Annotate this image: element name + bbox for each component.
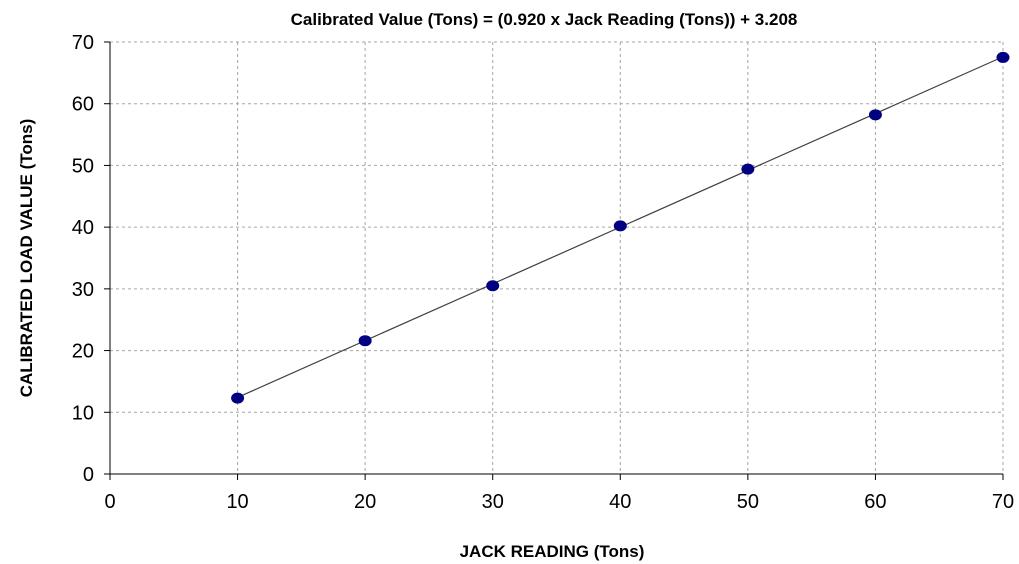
y-tick-label: 50	[72, 155, 94, 177]
data-point	[613, 220, 627, 232]
y-tick-label: 40	[72, 217, 94, 239]
x-tick-label: 50	[737, 491, 759, 513]
y-tick-label: 10	[72, 402, 94, 424]
gridlines	[110, 41, 1004, 474]
x-tick-label: 40	[609, 491, 631, 513]
chart-title: Calibrated Value (Tons) = (0.920 x Jack …	[291, 10, 798, 29]
data-point	[868, 109, 882, 121]
y-axis-label: CALIBRATED LOAD VALUE (Tons)	[17, 119, 36, 398]
x-tick-label: 30	[482, 491, 504, 513]
x-tick-labels: 0 10 20 30 40 50 60 70	[104, 491, 1014, 513]
data-point	[231, 392, 245, 404]
y-tick-label: 0	[83, 464, 94, 486]
data-point	[996, 51, 1010, 63]
x-tick-label: 20	[354, 491, 376, 513]
axes	[104, 41, 1004, 480]
x-tick-label: 60	[864, 491, 886, 513]
y-tick-label: 30	[72, 279, 94, 301]
data-point	[741, 163, 755, 175]
data-points	[231, 51, 1010, 404]
x-tick-label: 0	[104, 491, 115, 513]
y-tick-label: 70	[72, 32, 94, 54]
data-point	[358, 335, 372, 347]
x-axis-label: JACK READING (Tons)	[460, 542, 645, 561]
y-tick-label: 20	[72, 341, 94, 363]
x-tick-label: 10	[226, 491, 248, 513]
y-tick-labels: 0 10 20 30 40 50 60 70	[72, 32, 94, 486]
data-point	[486, 280, 500, 292]
x-tick-label: 70	[992, 491, 1014, 513]
y-tick-label: 60	[72, 94, 94, 116]
